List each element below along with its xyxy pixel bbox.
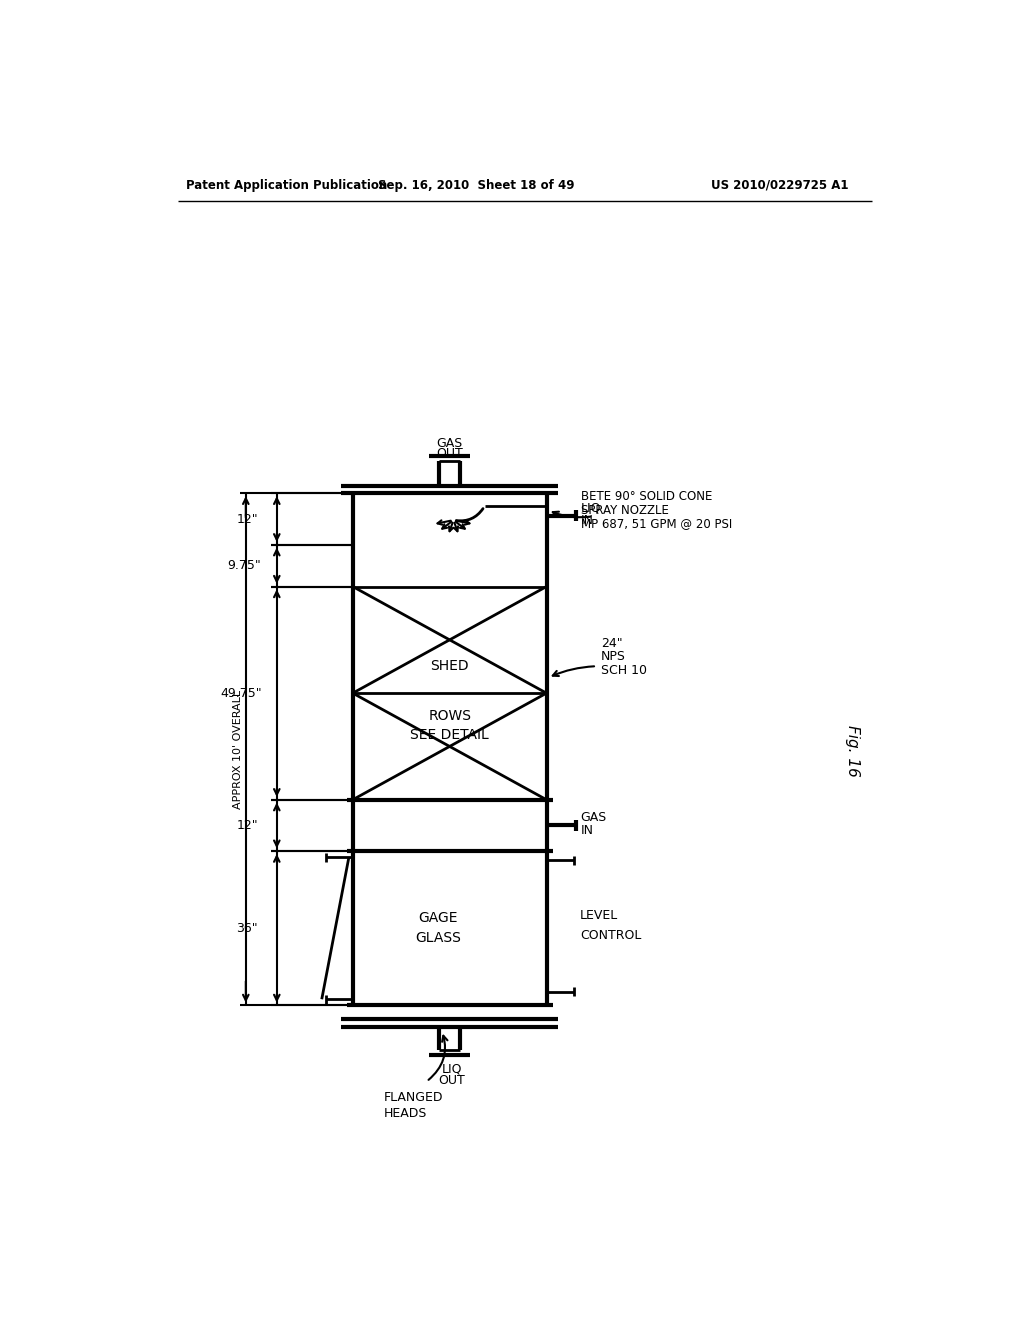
Text: GAS: GAS: [436, 437, 463, 450]
Text: ROWS: ROWS: [428, 709, 471, 723]
Text: SPRAY NOZZLE: SPRAY NOZZLE: [582, 504, 670, 516]
Text: SHED: SHED: [430, 659, 469, 673]
Text: MP 687, 51 GPM @ 20 PSI: MP 687, 51 GPM @ 20 PSI: [582, 517, 732, 531]
Text: CONTROL: CONTROL: [580, 929, 641, 942]
Text: Sep. 16, 2010  Sheet 18 of 49: Sep. 16, 2010 Sheet 18 of 49: [379, 178, 575, 191]
Text: IN: IN: [581, 824, 594, 837]
Text: 12": 12": [237, 818, 258, 832]
Text: LEVEL: LEVEL: [580, 909, 618, 923]
Text: Fig. 16: Fig. 16: [845, 726, 860, 777]
Text: LIQ: LIQ: [581, 502, 601, 515]
Text: 36": 36": [237, 921, 258, 935]
Text: GLASS: GLASS: [415, 932, 461, 945]
Text: LIQ: LIQ: [441, 1063, 462, 1074]
Text: OUT: OUT: [436, 446, 463, 459]
Text: FLANGED: FLANGED: [384, 1090, 443, 1104]
Text: HEADS: HEADS: [384, 1107, 427, 1121]
Text: 24": 24": [601, 636, 623, 649]
Text: 9.75": 9.75": [227, 560, 261, 572]
Text: 49.75": 49.75": [220, 686, 262, 700]
Text: NPS: NPS: [601, 651, 626, 664]
Text: SEE DETAIL: SEE DETAIL: [411, 729, 489, 742]
Text: Patent Application Publication: Patent Application Publication: [186, 178, 387, 191]
Text: 12": 12": [237, 512, 258, 525]
Text: APPROX 10' OVERALL: APPROX 10' OVERALL: [233, 690, 243, 809]
Text: OUT: OUT: [438, 1073, 465, 1086]
Text: SCH 10: SCH 10: [601, 664, 647, 677]
Text: US 2010/0229725 A1: US 2010/0229725 A1: [712, 178, 849, 191]
Text: GAGE: GAGE: [418, 911, 458, 925]
Text: IN: IN: [581, 515, 594, 528]
Text: BETE 90° SOLID CONE: BETE 90° SOLID CONE: [582, 490, 713, 503]
Text: GAS: GAS: [581, 812, 607, 824]
